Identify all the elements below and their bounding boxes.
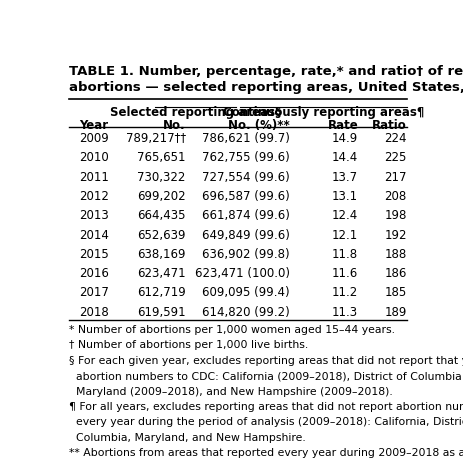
Text: Columbia, Maryland, and New Hampshire.: Columbia, Maryland, and New Hampshire. [69,432,305,442]
Text: 696,587 (99.6): 696,587 (99.6) [202,190,289,203]
Text: 2015: 2015 [80,247,109,260]
Text: 730,322: 730,322 [137,170,185,183]
Text: 11.2: 11.2 [332,286,357,299]
Text: 652,639: 652,639 [137,228,185,241]
Text: 623,471: 623,471 [137,267,185,280]
Text: Year: Year [80,119,108,132]
Text: 192: 192 [383,228,406,241]
Text: 11.8: 11.8 [332,247,357,260]
Text: ¶ For all years, excludes reporting areas that did not report abortion numbers: ¶ For all years, excludes reporting area… [69,401,463,411]
Text: Continuously reporting areas¶: Continuously reporting areas¶ [222,106,423,119]
Text: 619,591: 619,591 [137,305,185,318]
Text: No. (%)**: No. (%)** [228,119,289,132]
Text: abortion numbers to CDC: California (2009–2018), District of Columbia (2016),: abortion numbers to CDC: California (200… [69,370,463,380]
Text: Rate: Rate [327,119,357,132]
Text: 14.4: 14.4 [332,151,357,164]
Text: Maryland (2009–2018), and New Hampshire (2009–2018).: Maryland (2009–2018), and New Hampshire … [69,386,392,396]
Text: 609,095 (99.4): 609,095 (99.4) [202,286,289,299]
Text: 638,169: 638,169 [137,247,185,260]
Text: † Number of abortions per 1,000 live births.: † Number of abortions per 1,000 live bir… [69,340,307,350]
Text: 2016: 2016 [80,267,109,280]
Text: 612,719: 612,719 [137,286,185,299]
Text: 765,651: 765,651 [137,151,185,164]
Text: 2014: 2014 [80,228,109,241]
Text: 2018: 2018 [80,305,109,318]
Text: 14.9: 14.9 [332,132,357,145]
Text: 727,554 (99.6): 727,554 (99.6) [202,170,289,183]
Text: 13.7: 13.7 [332,170,357,183]
Text: 649,849 (99.6): 649,849 (99.6) [201,228,289,241]
Text: 2011: 2011 [80,170,109,183]
Text: 11.6: 11.6 [332,267,357,280]
Text: every year during the period of analysis (2009–2018): California, District of: every year during the period of analysis… [69,416,463,426]
Text: 12.4: 12.4 [332,209,357,222]
Text: TABLE 1. Number, percentage, rate,* and ratio† of reported
abortions — selected : TABLE 1. Number, percentage, rate,* and … [69,64,463,94]
Text: 225: 225 [384,151,406,164]
Text: 699,202: 699,202 [137,190,185,203]
Text: 224: 224 [383,132,406,145]
Text: * Number of abortions per 1,000 women aged 15–44 years.: * Number of abortions per 1,000 women ag… [69,325,394,334]
Text: 185: 185 [384,286,406,299]
Text: 186: 186 [384,267,406,280]
Text: 2017: 2017 [80,286,109,299]
Text: Ratio: Ratio [371,119,406,132]
Text: 2012: 2012 [80,190,109,203]
Text: 664,435: 664,435 [137,209,185,222]
Text: 661,874 (99.6): 661,874 (99.6) [201,209,289,222]
Text: 2010: 2010 [80,151,109,164]
Text: 12.1: 12.1 [332,228,357,241]
Text: 198: 198 [384,209,406,222]
Text: 2009: 2009 [80,132,109,145]
Text: 189: 189 [384,305,406,318]
Text: No.: No. [163,119,185,132]
Text: 208: 208 [384,190,406,203]
Text: Selected reporting areas§: Selected reporting areas§ [110,106,281,119]
Text: 786,621 (99.7): 786,621 (99.7) [201,132,289,145]
Text: 789,217††: 789,217†† [125,132,185,145]
Text: 762,755 (99.6): 762,755 (99.6) [202,151,289,164]
Text: 623,471 (100.0): 623,471 (100.0) [194,267,289,280]
Text: 614,820 (99.2): 614,820 (99.2) [202,305,289,318]
Text: 636,902 (99.8): 636,902 (99.8) [202,247,289,260]
Text: 2013: 2013 [80,209,109,222]
Text: ** Abortions from areas that reported every year during 2009–2018 as a: ** Abortions from areas that reported ev… [69,447,463,457]
Text: 188: 188 [384,247,406,260]
Text: 13.1: 13.1 [332,190,357,203]
Text: 217: 217 [383,170,406,183]
Text: 11.3: 11.3 [332,305,357,318]
Text: § For each given year, excludes reporting areas that did not report that year’s: § For each given year, excludes reportin… [69,355,463,365]
